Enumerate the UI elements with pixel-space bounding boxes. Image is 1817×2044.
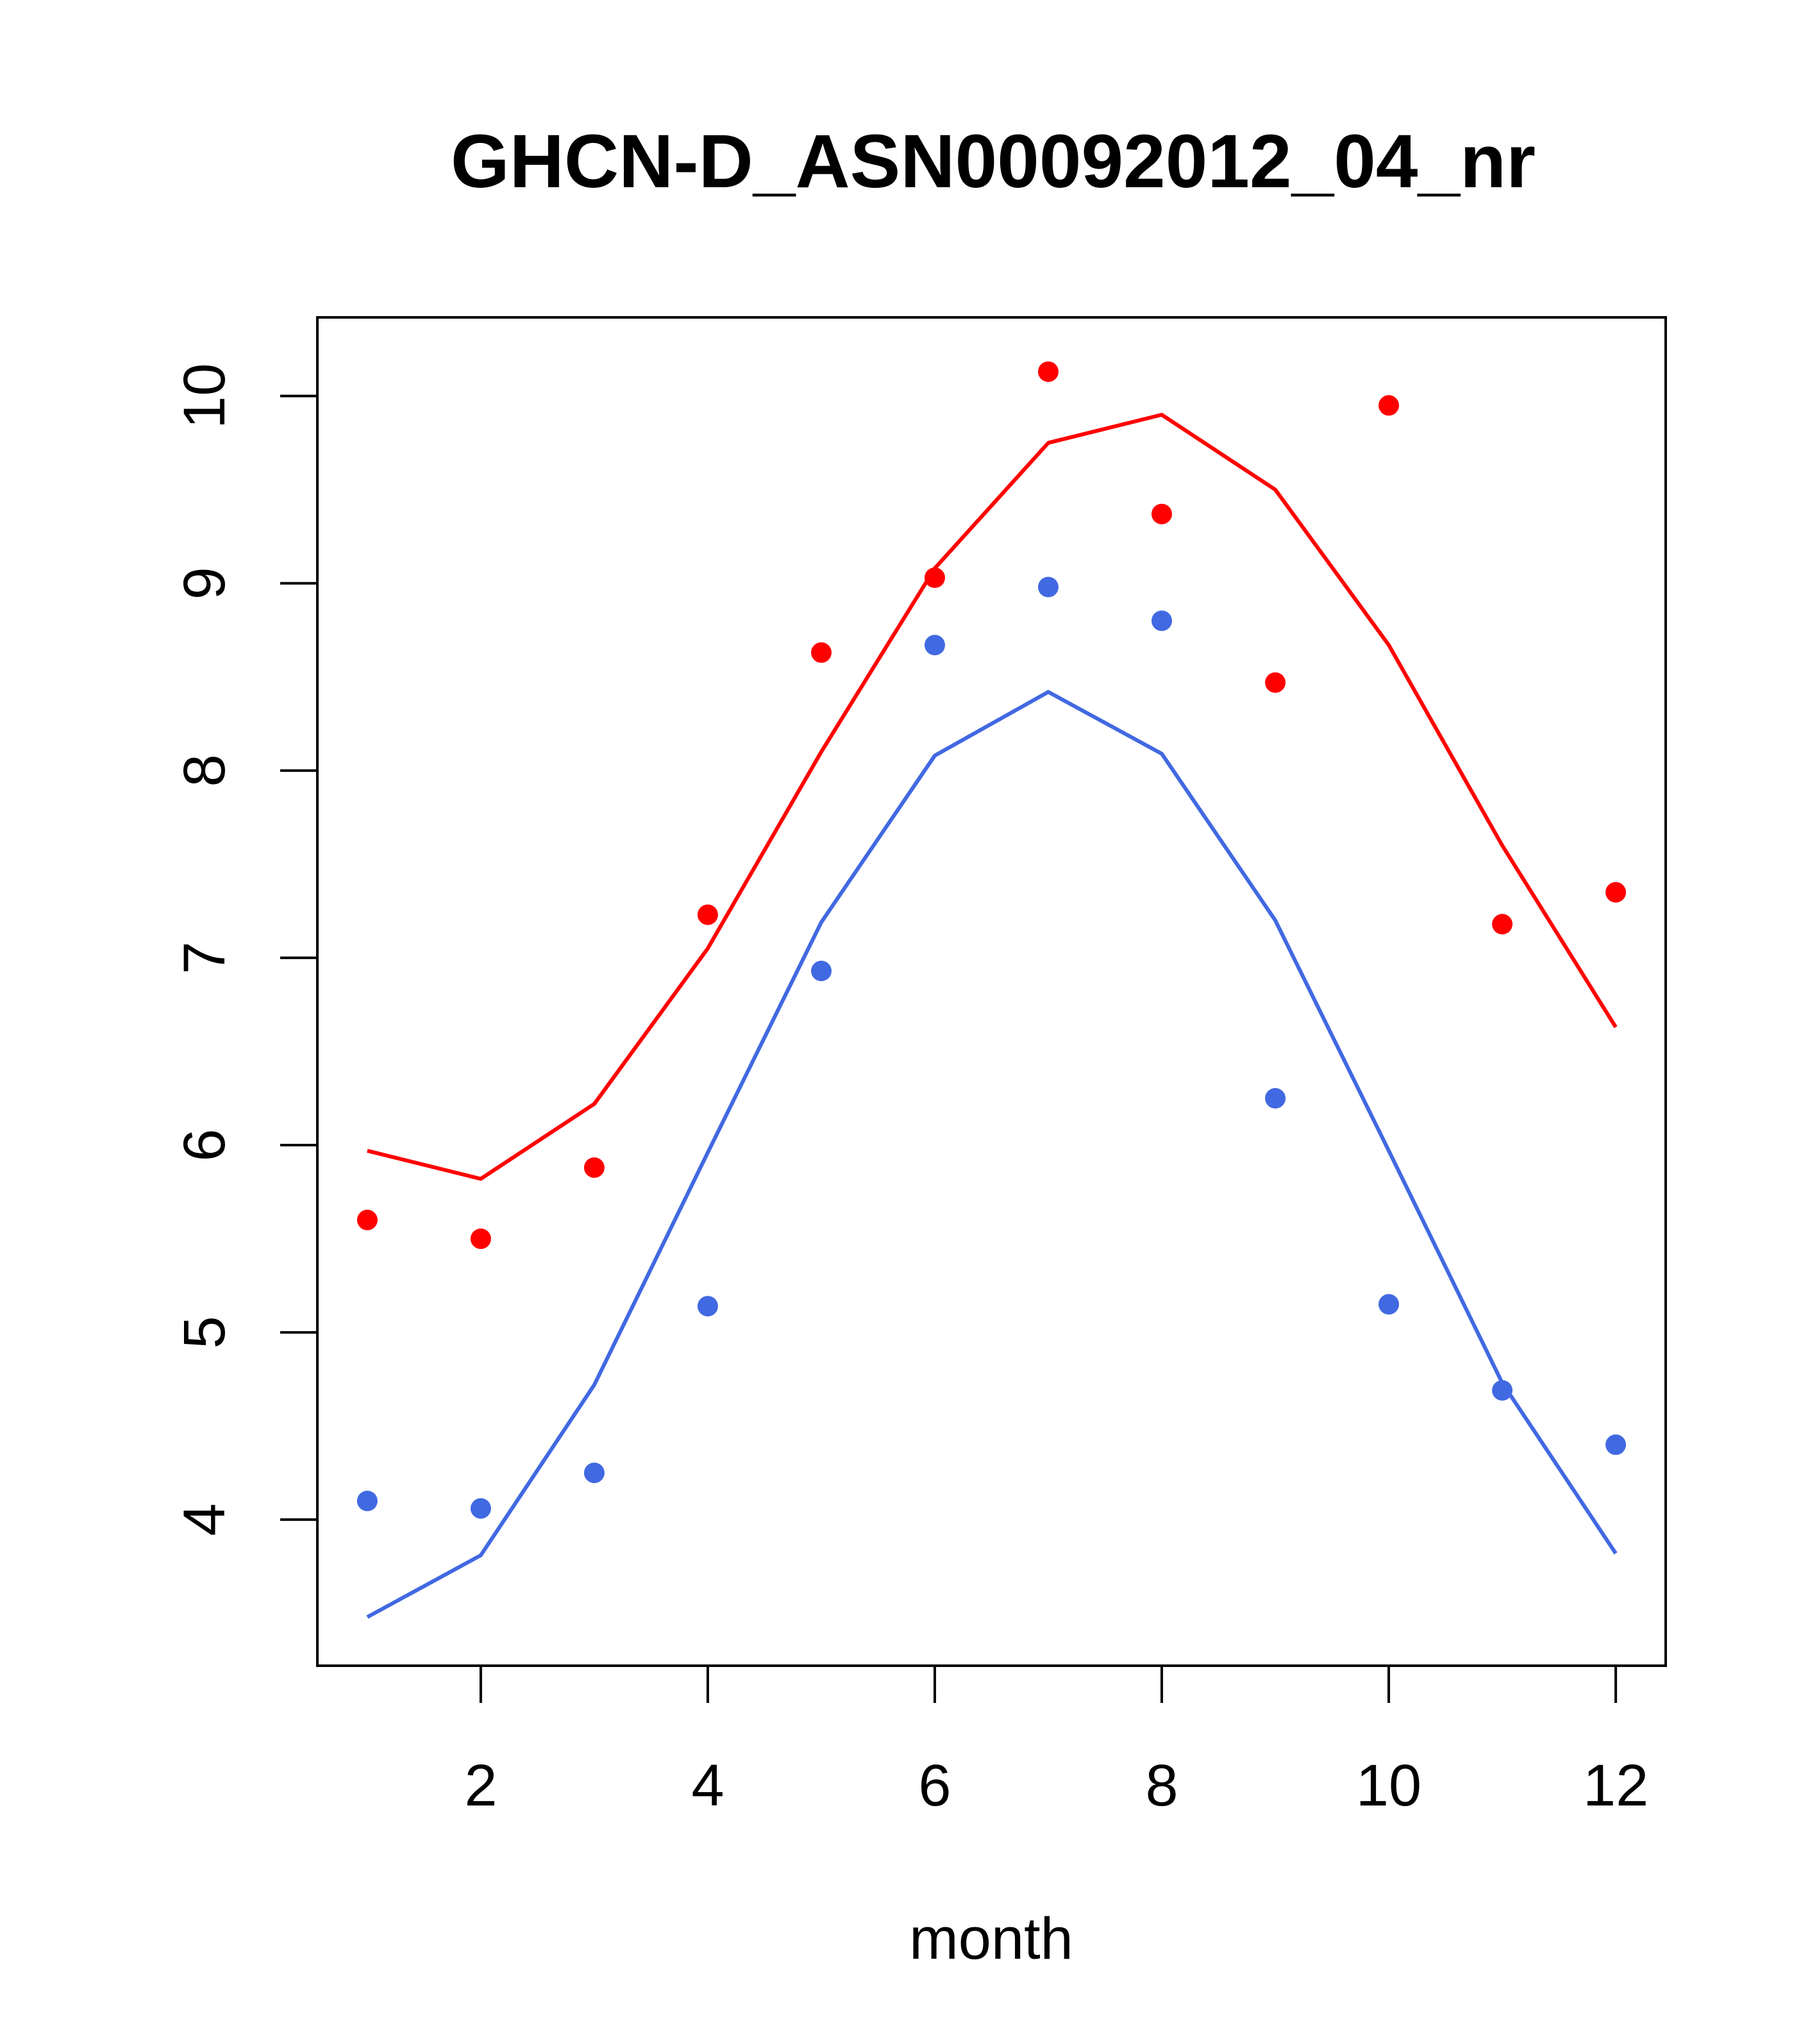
series-2-point xyxy=(356,1491,378,1511)
series-2-point xyxy=(697,1296,718,1317)
series-layer xyxy=(356,361,1627,1619)
x-tick-label: 10 xyxy=(1356,1753,1421,1818)
series-1 xyxy=(356,361,1627,1250)
series-2-point xyxy=(1492,1380,1513,1401)
series-2-point xyxy=(1038,576,1059,598)
series-2-line xyxy=(366,690,1618,1619)
y-tick-label: 8 xyxy=(172,754,237,787)
y-tick-label: 9 xyxy=(172,567,237,599)
y-axis: 4 5 6 7 8 9 10 xyxy=(172,364,319,1536)
series-1-point xyxy=(925,567,945,588)
series-2-point xyxy=(1265,1088,1286,1109)
series-2-point xyxy=(1378,1294,1400,1315)
x-axis: 2 4 6 8 10 12 xyxy=(464,1664,1648,1818)
series-2 xyxy=(356,576,1627,1619)
series-1-point xyxy=(470,1228,491,1250)
y-tick-label: 5 xyxy=(172,1316,237,1349)
series-1-point xyxy=(1265,672,1286,693)
series-1-point xyxy=(356,1209,378,1230)
y-tick-label: 4 xyxy=(172,1504,237,1536)
series-1-point xyxy=(811,642,832,663)
x-tick-label: 6 xyxy=(918,1753,951,1818)
y-tick-label: 6 xyxy=(172,1128,237,1161)
series-1-point xyxy=(1151,503,1172,524)
series-2-point xyxy=(811,960,832,982)
series-2-point xyxy=(1605,1434,1627,1455)
series-1-point xyxy=(583,1157,605,1178)
series-1-point xyxy=(697,904,718,925)
y-tick-label: 7 xyxy=(172,941,237,974)
series-1-point xyxy=(1038,361,1059,382)
series-1-point xyxy=(1378,395,1400,416)
plot-frame xyxy=(316,316,1667,1667)
series-1-line xyxy=(367,412,1618,1181)
x-axis-label: month xyxy=(909,1906,1073,1972)
series-1-point xyxy=(1492,914,1513,935)
series-2-point xyxy=(1151,610,1172,632)
series-1-point xyxy=(1605,882,1627,903)
chart-title: GHCN-D_ASN00092012_04_nr xyxy=(451,119,1536,204)
y-tick-label: 10 xyxy=(172,364,237,429)
x-tick-label: 2 xyxy=(464,1753,497,1818)
series-2-point xyxy=(470,1498,491,1519)
x-tick-label: 12 xyxy=(1583,1753,1648,1818)
x-tick-label: 8 xyxy=(1145,1753,1178,1818)
x-tick-label: 4 xyxy=(691,1753,724,1818)
series-2-point xyxy=(583,1462,605,1484)
series-2-point xyxy=(925,635,945,656)
